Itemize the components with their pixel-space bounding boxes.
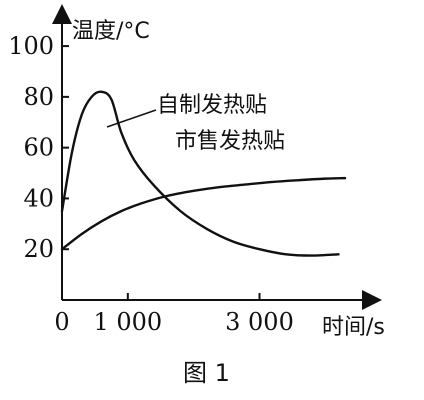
x-tick-label: 0 <box>54 308 69 336</box>
y-tick-label: 20 <box>23 235 54 263</box>
y-axis-label: 温度/°C <box>72 19 150 44</box>
series-2-line <box>60 176 347 251</box>
y-ticks: 20 40 60 80 100 <box>8 32 69 263</box>
y-tick-label: 60 <box>23 134 54 162</box>
x-axis-label: 时间/s <box>322 315 385 340</box>
y-tick-label: 80 <box>23 83 54 111</box>
series-1-label: 自制发热贴 <box>157 93 267 118</box>
series-1-line <box>60 90 340 257</box>
y-tick-label: 100 <box>8 32 54 60</box>
x-ticks: 0 1 000 3 000 <box>54 293 294 336</box>
series-2-label: 市售发热贴 <box>175 129 285 154</box>
series-layer <box>60 90 347 257</box>
y-tick-label: 40 <box>23 184 54 212</box>
series-1-leader-line <box>106 109 157 128</box>
x-tick-label: 3 000 <box>225 308 294 336</box>
x-tick-label: 1 000 <box>93 308 162 336</box>
figure-caption: 图 1 <box>183 359 230 387</box>
